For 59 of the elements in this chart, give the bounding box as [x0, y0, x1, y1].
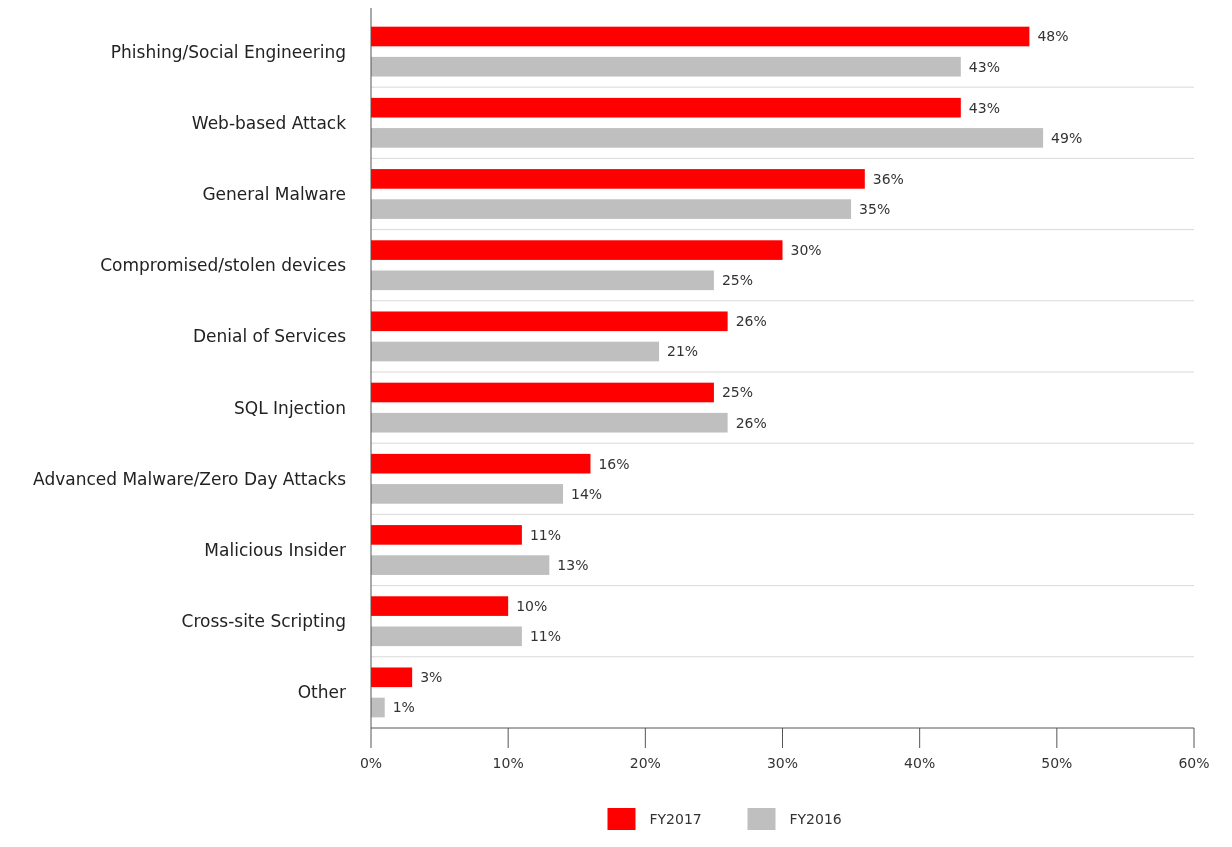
y-tick-label: Cross-site Scripting [181, 611, 346, 632]
data-label: 25% [721, 272, 754, 289]
bar [371, 128, 1044, 148]
data-label: 48% [1037, 28, 1069, 45]
bar [371, 169, 865, 189]
data-label: 35% [859, 201, 891, 217]
bar [371, 697, 385, 718]
y-tick-label: Advanced Malware/Zero Day Attacks [33, 468, 347, 489]
legend-label: FY2016 [789, 810, 842, 827]
data-label: 43% [968, 99, 1000, 116]
data-label: 10% [516, 598, 548, 614]
data-label: 1% [392, 699, 415, 716]
bar [371, 311, 728, 332]
data-label: 11% [529, 628, 562, 645]
y-tick-label: Denial of Services [192, 326, 347, 347]
bar [371, 453, 591, 474]
bar [371, 555, 550, 575]
data-label: 30% [790, 242, 822, 258]
data-label: 26% [735, 313, 767, 330]
data-label: 13% [557, 557, 589, 573]
data-label: 16% [598, 455, 630, 472]
x-tick-label: 10% [492, 755, 524, 771]
x-tick-label: 50% [1041, 755, 1073, 771]
y-tick-label: Phishing/Social Engineering [110, 41, 346, 62]
y-tick-label: Compromised/stolen devices [100, 255, 347, 276]
data-label: 26% [735, 414, 767, 431]
bar [371, 56, 961, 77]
data-label: 25% [721, 384, 754, 401]
bar [371, 199, 852, 219]
bar [371, 240, 783, 260]
data-label: 3% [420, 669, 443, 686]
bar [371, 341, 660, 362]
bar [371, 26, 1030, 47]
x-tick-label: 40% [904, 755, 936, 771]
x-tick-label: 60% [1178, 755, 1210, 771]
bar [371, 97, 961, 118]
bar [371, 270, 714, 291]
bar [371, 626, 522, 647]
data-label: 11% [529, 526, 562, 543]
data-label: 43% [968, 58, 1000, 75]
data-label: 14% [571, 485, 603, 502]
y-tick-label: Web-based Attack [191, 112, 347, 133]
y-tick-label: General Malware [202, 183, 346, 204]
y-tick-label: Malicious Insider [204, 539, 346, 560]
data-label: 49% [1051, 129, 1083, 146]
bar [371, 667, 413, 688]
bar [371, 412, 728, 433]
bar [371, 382, 714, 403]
x-tick-label: 0% [359, 755, 383, 771]
data-label: 21% [667, 343, 699, 360]
y-tick-label: SQL Injection [234, 397, 346, 418]
bar [371, 596, 509, 616]
bar [371, 484, 564, 504]
y-tick-label: Other [297, 682, 346, 703]
bar [371, 525, 522, 545]
data-label: 36% [872, 170, 904, 187]
legend-label: FY2017 [649, 810, 702, 827]
x-tick-label: 30% [766, 755, 799, 771]
x-tick-label: 20% [629, 755, 661, 771]
